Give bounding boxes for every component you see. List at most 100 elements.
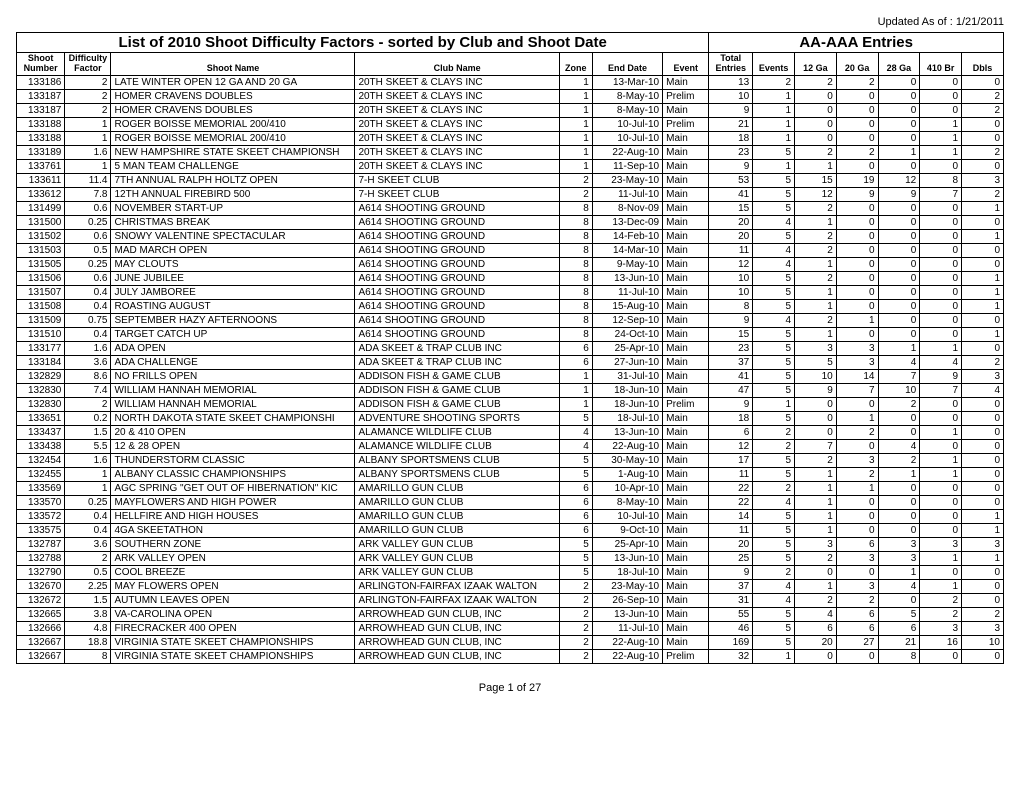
cell: 1 [795,579,837,593]
cell: 0 [836,229,878,243]
cell: 2 [559,607,592,621]
cell: ALAMANCE WILDLIFE CLUB [355,439,559,453]
cell: 0 [878,131,920,145]
cell: 25-Apr-10 [592,537,662,551]
cell: 0 [920,159,962,173]
cell: 5 [753,285,795,299]
cell: 1 [795,299,837,313]
cell: 169 [709,635,753,649]
cell: 133438 [17,439,65,453]
cell: 0.4 [65,523,111,537]
cell: 3.6 [65,355,111,369]
cell: 6 [878,621,920,635]
cell: 1 [962,285,1004,299]
cell: 0.25 [65,257,111,271]
cell: 133651 [17,411,65,425]
cell: 0 [920,439,962,453]
cell: Main [663,341,709,355]
cell: 0 [962,257,1004,271]
cell: 10-Jul-10 [592,131,662,145]
cell: 0.4 [65,327,111,341]
cell: 2 [65,75,111,89]
cell: 0 [878,523,920,537]
cell: TARGET CATCH UP [111,327,355,341]
cell: 9 [709,397,753,411]
cell: 0 [920,299,962,313]
cell: 8 [559,299,592,313]
cell: 10 [878,383,920,397]
cell: 4 [753,593,795,607]
cell: 1 [920,579,962,593]
cell: 1 [962,271,1004,285]
cell: 1 [559,397,592,411]
cell: 2 [753,425,795,439]
cell: A614 SHOOTING GROUND [355,229,559,243]
cell: 0.6 [65,201,111,215]
cell: 2 [753,439,795,453]
cell: 0 [962,467,1004,481]
cell: MAYFLOWERS AND HIGH POWER [111,495,355,509]
cell: 0 [920,103,962,117]
cell: 2 [836,75,878,89]
cell: AGC SPRING "GET OUT OF HIBERNATION" KIC [111,481,355,495]
cell: MAD MARCH OPEN [111,243,355,257]
cell: 0 [962,481,1004,495]
cell: 4 [878,579,920,593]
cell: 2 [795,243,837,257]
cell: ARLINGTON-FAIRFAX IZAAK WALTON [355,593,559,607]
cell: 7.8 [65,187,111,201]
cell: 8-May-10 [592,495,662,509]
cell: 0 [878,243,920,257]
cell: ADDISON FISH & GAME CLUB [355,397,559,411]
cell: 1 [836,411,878,425]
cell: 9-Oct-10 [592,523,662,537]
cell: 1 [878,341,920,355]
cell: 0 [836,103,878,117]
table-row: 1315000.25CHRISTMAS BREAKA614 SHOOTING G… [17,215,1004,229]
cell: 1 [559,89,592,103]
cell: 55 [709,607,753,621]
cell: 16 [920,635,962,649]
cell: 4 [753,495,795,509]
cell: AMARILLO GUN CLUB [355,509,559,523]
cell: 133189 [17,145,65,159]
cell: Prelim [663,117,709,131]
cell: 131500 [17,215,65,229]
cell: 0 [920,649,962,663]
cell: 20TH SKEET & CLAYS INC [355,131,559,145]
cell: ADDISON FISH & GAME CLUB [355,369,559,383]
cell: 2 [795,551,837,565]
cell: SEPTEMBER HAZY AFTERNOONS [111,313,355,327]
col-total-entries: TotalEntries [709,53,753,76]
cell: 133187 [17,89,65,103]
cell: 10-Jul-10 [592,509,662,523]
col-20ga: 20 Ga [836,53,878,76]
cell: 5 [753,551,795,565]
cell: 1 [795,257,837,271]
cell: Main [663,285,709,299]
cell: 9 [709,313,753,327]
cell: 20 [795,635,837,649]
cell: 9 [709,565,753,579]
cell: 1 [795,509,837,523]
cell: NORTH DAKOTA STATE SKEET CHAMPIONSHI [111,411,355,425]
cell: 0 [920,509,962,523]
cell: 0 [962,649,1004,663]
cell: 5 [753,635,795,649]
cell: ARK VALLEY GUN CLUB [355,551,559,565]
cell: 0 [836,201,878,215]
cell: HOMER CRAVENS DOUBLES [111,89,355,103]
cell: 8 [559,257,592,271]
cell: 133184 [17,355,65,369]
cell: 1 [920,425,962,439]
page-footer: Page 1 of 27 [16,682,1004,694]
cell: 27-Jun-10 [592,355,662,369]
table-row: 1331862LATE WINTER OPEN 12 GA AND 20 GA2… [17,75,1004,89]
cell: 10-Jul-10 [592,117,662,131]
cell: 1 [962,509,1004,523]
cell: 5 [559,453,592,467]
cell: 2 [559,187,592,201]
col-dbls: Dbls [962,53,1004,76]
cell: 1 [559,145,592,159]
cell: 1 [920,551,962,565]
